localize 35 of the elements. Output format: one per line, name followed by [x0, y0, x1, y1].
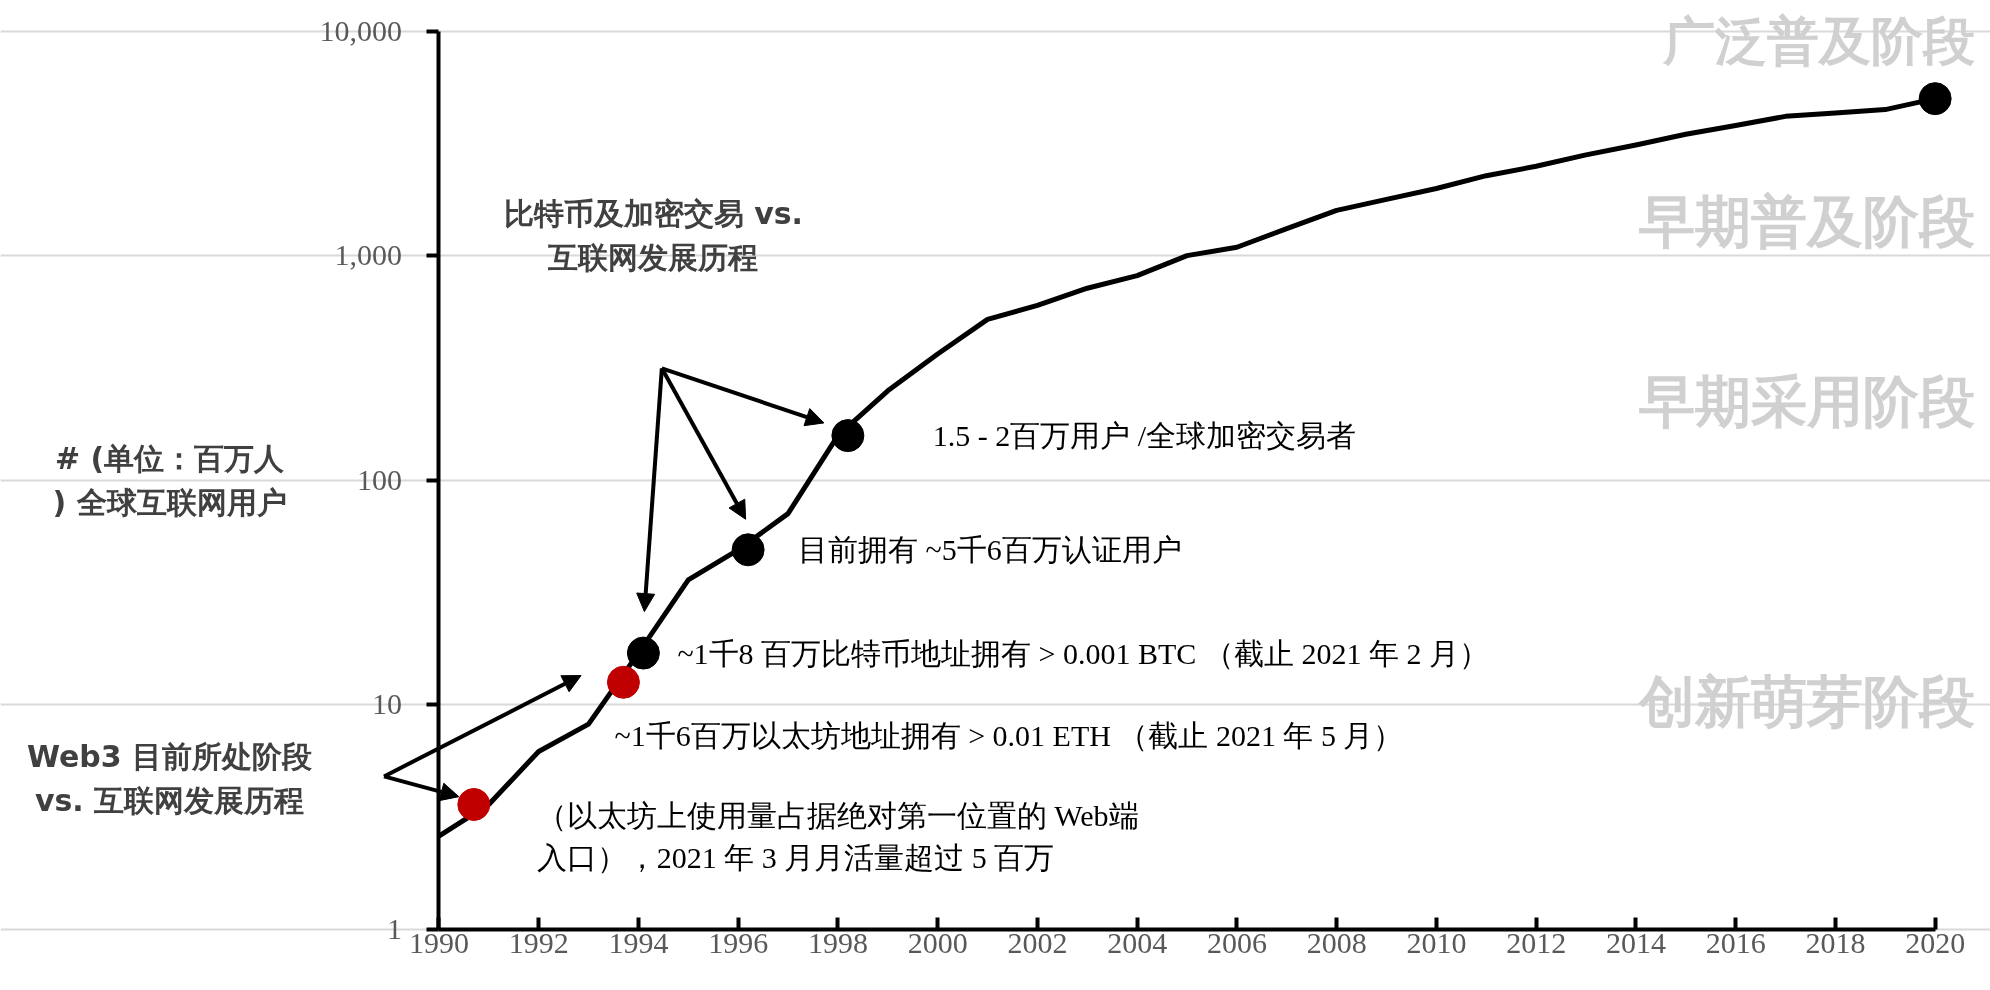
annotation: 1.5 - 2百万用户 /全球加密交易者 — [932, 419, 1357, 453]
x-tick-label: 2002 — [1007, 926, 1068, 960]
point — [731, 533, 765, 567]
x-tick-label: 2006 — [1206, 926, 1267, 960]
point — [1918, 82, 1952, 116]
point — [831, 419, 865, 453]
x-tick-label: 2016 — [1705, 926, 1766, 960]
annotation: 目前拥有 ~5千6百万认证用户 — [798, 533, 1182, 567]
x-tick-label: 1990 — [408, 926, 469, 960]
y-tick-label: 1 — [386, 911, 402, 945]
annotation: ~1千8 百万比特币地址拥有 > 0.001 BTC （截止 2021 年 2 月） — [677, 636, 1489, 670]
y-tick-label: 10 — [371, 687, 402, 721]
x-tick-label: 2012 — [1506, 926, 1567, 960]
x-tick-label: 2004 — [1107, 926, 1168, 960]
point — [626, 636, 660, 670]
x-tick-label: 1996 — [708, 926, 769, 960]
x-tick-label: 2018 — [1805, 926, 1866, 960]
x-tick-label: 2000 — [907, 926, 968, 960]
annotation: 比特币及加密交易 vs. 互联网发展历程 — [503, 196, 803, 275]
y-tick-label: 1,000 — [334, 238, 402, 272]
x-tick-label: 2020 — [1905, 926, 1966, 960]
x-tick-label: 2008 — [1306, 926, 1367, 960]
point — [606, 665, 640, 699]
annotation: （以太坊上使用量占据绝对第一位置的 Web端入口），2021 年 3 月月活量超过 5 百万 — [536, 798, 1139, 875]
y-tick-label: 10,000 — [319, 13, 402, 47]
point — [457, 788, 491, 821]
y-tick-label: 100 — [356, 462, 402, 496]
x-tick-label: 1994 — [608, 926, 669, 960]
x-tick-label: 1992 — [508, 926, 569, 960]
x-tick-label: 1998 — [807, 926, 868, 960]
y-axis-title: # (单位：百万人) 全球互联网用户 — [52, 440, 287, 520]
x-tick-label: 2010 — [1406, 926, 1467, 960]
annotation: ~1千6百万以太坊地址拥有 > 0.01 ETH （截止 2021 年 5 月） — [614, 718, 1404, 752]
x-tick-label: 2014 — [1605, 926, 1666, 960]
text: Web3 目前所处阶段 vs. 互联网发展历程 — [26, 739, 313, 818]
